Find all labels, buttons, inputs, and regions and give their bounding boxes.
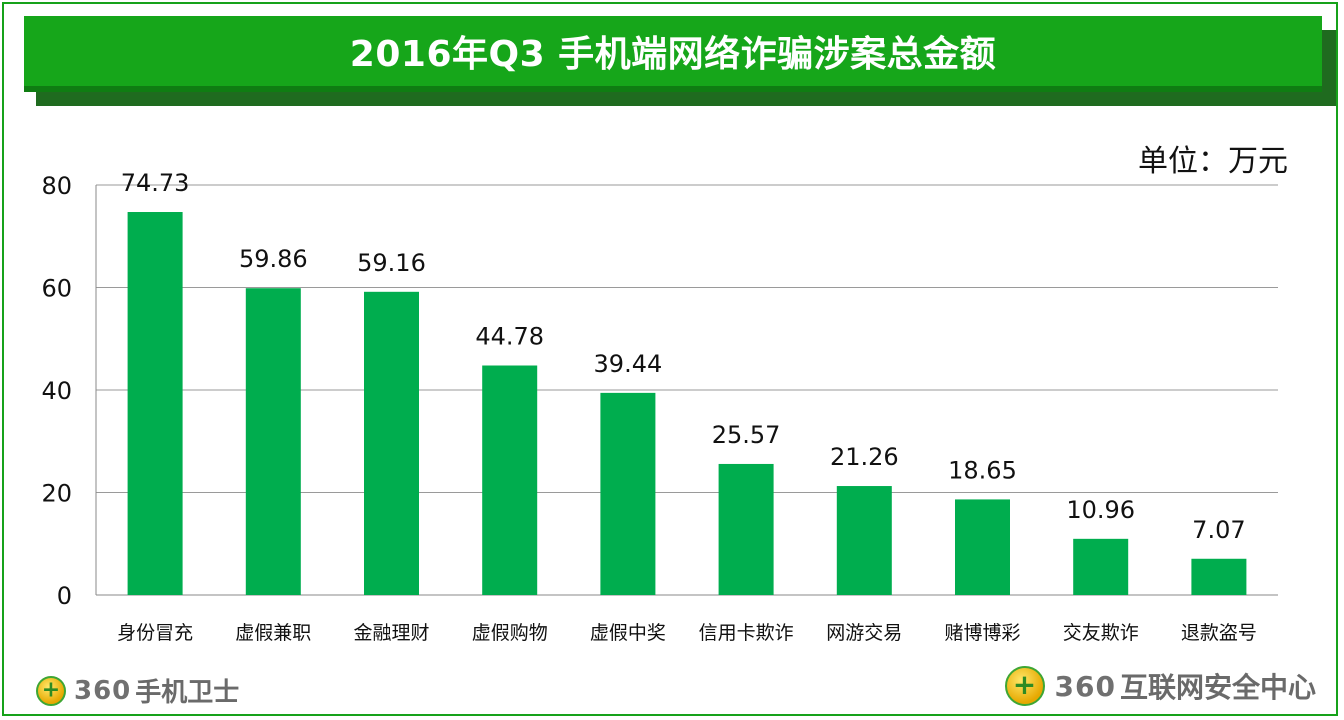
brand-left-number: 360 — [74, 675, 132, 706]
x-tick-label: 金融理财 — [353, 622, 429, 644]
bar — [600, 392, 656, 595]
x-tick-label: 退款盗号 — [1181, 622, 1257, 644]
data-label: 59.16 — [357, 249, 426, 277]
footer-brand-right: 360 互联网安全中心 — [1004, 666, 1316, 706]
bar — [364, 291, 419, 595]
x-tick-label: 虚假兼职 — [235, 622, 311, 644]
data-label: 21.26 — [830, 443, 899, 471]
y-tick-label: 20 — [41, 480, 72, 508]
chart-title: 2016年Q3 手机端网络诈骗涉案总金额 — [349, 34, 997, 75]
x-tick-label: 信用卡欺诈 — [699, 622, 794, 644]
bar — [482, 365, 538, 595]
x-tick-label: 身份冒充 — [117, 622, 193, 644]
x-tick-label: 交友欺诈 — [1063, 622, 1139, 644]
brand-right-text: 互联网安全中心 — [1119, 671, 1316, 704]
x-tick-label: 虚假中奖 — [590, 622, 666, 644]
data-label: 39.44 — [594, 350, 663, 378]
data-label: 44.78 — [475, 323, 544, 351]
x-tick-label: 网游交易 — [826, 622, 902, 644]
data-label: 74.73 — [121, 169, 190, 197]
y-tick-label: 80 — [41, 172, 72, 200]
bar — [245, 288, 301, 595]
360-guard-logo-icon — [36, 675, 66, 706]
data-label: 18.65 — [948, 456, 1017, 484]
data-label: 25.57 — [712, 421, 781, 449]
bar — [718, 463, 774, 595]
data-label: 10.96 — [1066, 496, 1135, 524]
x-tick-label: 赌博博彩 — [944, 622, 1020, 644]
bar — [1073, 538, 1129, 595]
bar — [1191, 558, 1247, 595]
y-tick-label: 40 — [41, 377, 72, 405]
360-security-logo-icon — [1004, 666, 1045, 706]
y-tick-label: 0 — [57, 582, 72, 610]
x-tick-label: 虚假购物 — [472, 622, 548, 644]
bar — [127, 212, 183, 596]
title-banner: 2016年Q3 手机端网络诈骗涉案总金额 — [24, 16, 1322, 92]
data-label: 59.86 — [239, 245, 308, 273]
data-label: 7.07 — [1192, 516, 1245, 544]
footer-brand-left: 360 手机卫士 — [36, 672, 239, 709]
unit-label: 单位：万元 — [1138, 144, 1288, 179]
bar — [836, 486, 892, 595]
y-tick-label: 60 — [41, 275, 72, 303]
brand-right-number: 360 — [1054, 669, 1116, 703]
bar — [955, 499, 1010, 595]
brand-left-text: 手机卫士 — [135, 678, 240, 708]
